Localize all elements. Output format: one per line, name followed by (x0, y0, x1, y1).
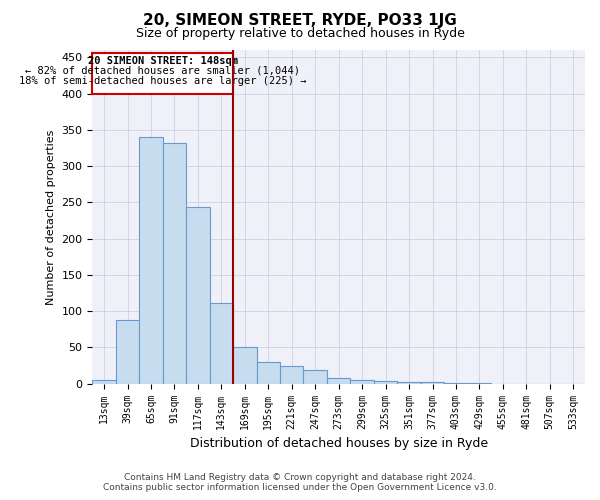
Bar (421, 382, 444, 384)
Bar (209, 303, 233, 384)
Text: Size of property relative to detached houses in Ryde: Size of property relative to detached ho… (136, 28, 464, 40)
X-axis label: Distribution of detached houses by size in Ryde: Distribution of detached houses by size … (190, 437, 488, 450)
Bar (233, 348, 257, 384)
Bar (92, 53, 233, 94)
Bar (280, 366, 304, 384)
Bar (374, 381, 397, 384)
Bar (467, 383, 491, 384)
Bar (257, 362, 280, 384)
Y-axis label: Number of detached properties: Number of detached properties (46, 129, 56, 304)
Bar (444, 383, 467, 384)
Bar (304, 370, 327, 384)
Bar (397, 382, 421, 384)
Text: 20, SIMEON STREET, RYDE, PO33 1JG: 20, SIMEON STREET, RYDE, PO33 1JG (143, 12, 457, 28)
Text: 20 SIMEON STREET: 148sqm: 20 SIMEON STREET: 148sqm (88, 56, 238, 66)
Text: Contains HM Land Registry data © Crown copyright and database right 2024.
Contai: Contains HM Land Registry data © Crown c… (103, 473, 497, 492)
Bar (163, 143, 186, 384)
Bar (116, 320, 139, 384)
Bar (350, 380, 374, 384)
Bar (139, 137, 163, 384)
Text: ← 82% of detached houses are smaller (1,044): ← 82% of detached houses are smaller (1,… (25, 66, 300, 76)
Bar (327, 378, 350, 384)
Text: 18% of semi-detached houses are larger (225) →: 18% of semi-detached houses are larger (… (19, 76, 307, 86)
Bar (186, 208, 209, 384)
Bar (92, 380, 116, 384)
